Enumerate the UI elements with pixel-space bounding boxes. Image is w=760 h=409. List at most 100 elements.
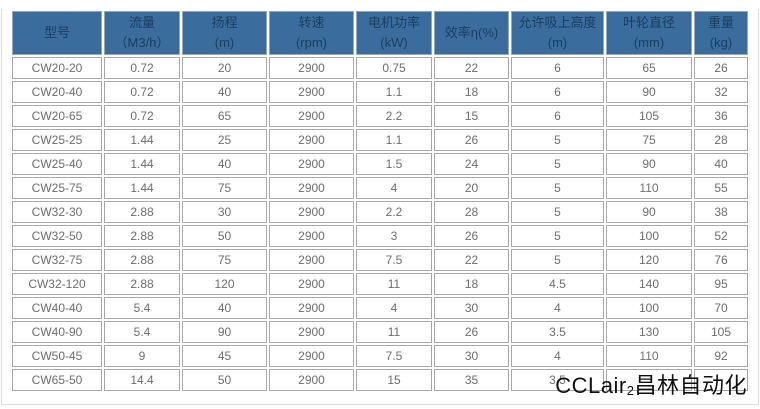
table-cell: 75 [182, 249, 267, 271]
table-cell: 140 [606, 273, 692, 295]
model-cell: CW20-40 [12, 81, 102, 103]
table-cell: 4 [356, 297, 432, 319]
table-cell: 2.2 [356, 105, 432, 127]
table-row: CW32-50 2.88 50 2900 3 26 5 100 52 [12, 225, 748, 247]
model-cell: CW65-50 [12, 369, 102, 391]
table-cell: 9 [104, 345, 180, 367]
table-row: CW20-20 0.72 20 2900 0.75 22 6 65 26 [12, 57, 748, 79]
table-cell: 1.1 [356, 129, 432, 151]
table-cell: 5 [511, 129, 604, 151]
table-cell: 5 [511, 177, 604, 199]
table-cell: 0.72 [104, 57, 180, 79]
table-cell: 1.44 [104, 177, 180, 199]
table-cell: 2900 [269, 249, 354, 271]
table-row: CW25-75 1.44 75 2900 4 20 5 110 55 [12, 177, 748, 199]
table-cell: 2900 [269, 225, 354, 247]
table-cell: 52 [694, 225, 748, 247]
table-cell: 3.5 [511, 369, 604, 391]
table-cell: 5 [511, 249, 604, 271]
table-cell: 65 [606, 57, 692, 79]
table-cell: 30 [434, 345, 509, 367]
model-cell: CW25-75 [12, 177, 102, 199]
column-header-8: 重量 (kg) [694, 11, 748, 55]
table-cell: 5.4 [104, 297, 180, 319]
table-cell: 3.5 [511, 321, 604, 343]
table-cell: 0.72 [104, 81, 180, 103]
table-cell: 2900 [269, 153, 354, 175]
model-cell: CW32-30 [12, 201, 102, 223]
watermark-chinese: 昌林自动化 [634, 373, 747, 398]
model-cell: CW32-120 [12, 273, 102, 295]
table-row: CW25-25 1.44 25 2900 1.1 26 5 75 28 [12, 129, 748, 151]
table-cell: 24 [434, 153, 509, 175]
header-row: 型号 流量（M3/h） 扬程 (m) 转速 (rpm) 电机功率(kW) 效率η(%) 允许吸上… [12, 11, 748, 55]
table-cell: 120 [606, 249, 692, 271]
table-cell: 100 [606, 225, 692, 247]
table-cell: 40 [694, 153, 748, 175]
table-cell: 2.88 [104, 201, 180, 223]
table-cell: 18 [434, 81, 509, 103]
table-cell: 76 [694, 249, 748, 271]
model-cell: CW32-50 [12, 225, 102, 247]
model-cell: CW40-40 [12, 297, 102, 319]
column-header-0: 型号 [12, 11, 102, 55]
table-cell: 65 [182, 105, 267, 127]
table-cell: 2900 [269, 201, 354, 223]
table-cell: 75 [182, 177, 267, 199]
table-cell: 1.44 [104, 153, 180, 175]
table-cell: 55 [694, 177, 748, 199]
column-header-6: 允许吸上高度(m) [511, 11, 604, 55]
table-cell: 90 [182, 321, 267, 343]
table-cell: 20 [182, 57, 267, 79]
table-row: CW32-120 2.88 120 2900 11 18 4.5 140 95 [12, 273, 748, 295]
table-cell: 5.4 [104, 321, 180, 343]
table-row: CW50-45 9 45 2900 7.5 30 4 110 92 [12, 345, 748, 367]
table-cell: 11 [356, 321, 432, 343]
table-cell: 2900 [269, 129, 354, 151]
table-cell: 18 [434, 273, 509, 295]
table-cell: 20 [434, 177, 509, 199]
table-cell: 26 [434, 225, 509, 247]
table-cell: 22 [434, 57, 509, 79]
table-cell: 26 [434, 129, 509, 151]
model-cell: CW40-90 [12, 321, 102, 343]
table-cell: 110 [606, 345, 692, 367]
table-cell: 6 [511, 105, 604, 127]
table-body: CW20-20 0.72 20 2900 0.75 22 6 65 26 CW20-40 0.72 4… [12, 57, 748, 391]
column-header-5: 效率η(%) [434, 11, 509, 55]
table-cell: 6 [511, 81, 604, 103]
table-cell: 30 [434, 297, 509, 319]
table-cell: 2900 [269, 57, 354, 79]
table-cell: 5 [511, 153, 604, 175]
pump-spec-table: 型号 流量（M3/h） 扬程 (m) 转速 (rpm) 电机功率(kW) 效率η(%) 允许吸上… [10, 9, 750, 393]
table-cell: 70 [694, 297, 748, 319]
table-cell: 75 [606, 129, 692, 151]
model-cell: CW25-40 [12, 153, 102, 175]
table-cell: 2900 [269, 345, 354, 367]
table-cell: 4 [511, 297, 604, 319]
table-row: CW65-50 14.4 50 2900 15 35 3.5 [12, 369, 748, 391]
table-cell: 5 [511, 225, 604, 247]
table-cell: 90 [606, 81, 692, 103]
table-cell: 40 [182, 297, 267, 319]
column-header-7: 叶轮直径(mm) [606, 11, 692, 55]
model-cell: CW20-65 [12, 105, 102, 127]
table-cell: 40 [182, 81, 267, 103]
table-cell: 25 [182, 129, 267, 151]
table-cell: 15 [434, 105, 509, 127]
column-header-4: 电机功率(kW) [356, 11, 432, 55]
table-cell: 5 [511, 201, 604, 223]
column-header-2: 扬程 (m) [182, 11, 267, 55]
model-cell: CW20-20 [12, 57, 102, 79]
table-row: CW25-40 1.44 40 2900 1.5 24 5 90 40 [12, 153, 748, 175]
table-cell: 95 [694, 273, 748, 295]
table-row: CW40-90 5.4 90 2900 11 26 3.5 130 105 [12, 321, 748, 343]
watermark-latin: CCLair [555, 373, 627, 398]
table-cell: 3 [356, 225, 432, 247]
table-cell: 45 [182, 345, 267, 367]
table-cell: 0.75 [356, 57, 432, 79]
table-cell: 15 [356, 369, 432, 391]
table-cell: 2900 [269, 369, 354, 391]
table-cell: 1.5 [356, 153, 432, 175]
table-cell: 1.1 [356, 81, 432, 103]
